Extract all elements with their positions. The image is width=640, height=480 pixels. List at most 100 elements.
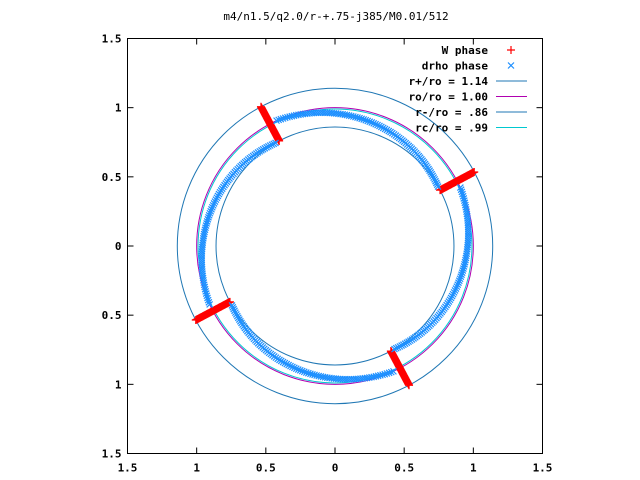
- drho-phase-point: [292, 365, 300, 373]
- drho-phase-point: [457, 186, 465, 194]
- w-phase-point: [191, 316, 200, 325]
- y-tick-label: 1.5: [102, 448, 122, 461]
- axis-ticks: 1.5 1 0.5 0 0.5 1 1.51.510.500.511.5: [102, 33, 553, 475]
- drho-phase-point: [379, 124, 387, 132]
- x-tick-label: 1: [193, 462, 200, 475]
- reference-circle: [197, 108, 473, 384]
- drho-phase-point: [281, 114, 289, 122]
- drho-phase-point: [204, 294, 211, 302]
- drho-phase-point: [207, 207, 215, 215]
- y-tick-label: 0.5: [102, 171, 122, 184]
- drho-phase-point: [368, 119, 376, 126]
- drho-phase-point: [206, 301, 214, 308]
- drho-phase-point: [270, 140, 278, 148]
- drho-phase-point: [272, 139, 279, 147]
- drho-phase-point: [451, 287, 459, 294]
- drho-phase-point: [374, 121, 381, 129]
- reference-circle: [176, 87, 494, 405]
- x-tick-label: 1.5: [118, 462, 138, 475]
- drho-phase-point: [458, 188, 466, 196]
- drho-phase-point: [459, 190, 466, 198]
- x-tick-label: 0.5: [256, 462, 276, 475]
- drho-phase-point: [204, 215, 212, 223]
- drho-phase-point: [453, 283, 461, 291]
- drho-phase-point: [294, 366, 302, 373]
- drho-phase-point: [370, 119, 378, 127]
- drho-phase-point: [300, 368, 308, 376]
- drho-phase-point: [229, 303, 237, 311]
- drho-phase-point: [392, 344, 400, 352]
- chart-title: m4/n1.5/q2.0/r-+.75-j385/M0.01/512: [223, 10, 448, 23]
- legend-label: drho phase: [422, 60, 489, 73]
- y-tick-label: 1: [115, 102, 122, 115]
- x-tick-label: 0: [332, 462, 339, 475]
- w-phase-point: [405, 381, 414, 390]
- drho-phase-point: [383, 370, 391, 377]
- drho-phase-point: [362, 116, 370, 124]
- reference-circle: [215, 126, 455, 366]
- drho-phase-point: [450, 288, 458, 296]
- drho-phase-point: [304, 369, 312, 377]
- drho-phase-point: [212, 196, 220, 204]
- drho-phase-point: [387, 368, 395, 376]
- drho-phase-point: [289, 363, 296, 371]
- y-tick-label: 1.5: [102, 33, 122, 46]
- drho-phase-point: [354, 114, 361, 122]
- drho-phase-point: [209, 201, 217, 209]
- drho-phase-point: [379, 371, 386, 379]
- drho-phase-point: [203, 217, 211, 225]
- legend-marker: [507, 62, 515, 69]
- legend-label: W phase: [442, 44, 489, 57]
- drho-phase-point: [390, 367, 397, 375]
- x-tick-label: 0.5: [394, 462, 414, 475]
- drho-phase-point: [377, 123, 385, 131]
- drho-phase-point: [434, 183, 442, 190]
- drho-phase-point: [372, 120, 380, 128]
- y-tick-label: 0.5: [102, 309, 122, 322]
- drho-phase-point: [205, 211, 213, 219]
- drho-phase-point: [302, 369, 310, 376]
- drho-phase-point: [203, 292, 211, 300]
- drho-phase-point: [277, 115, 285, 123]
- drho-phase-point: [394, 343, 402, 351]
- drho-phase-point: [432, 179, 440, 187]
- drho-phase-point: [284, 113, 291, 121]
- drho-phase-point: [358, 115, 366, 123]
- drho-phase-point: [210, 200, 218, 207]
- drho-phase-point: [204, 296, 212, 304]
- drho-phase-point: [391, 345, 398, 353]
- drho-phase-point: [285, 361, 293, 369]
- legend-label: r-/ro = .86: [415, 106, 488, 119]
- drho-phase-point: [206, 209, 214, 217]
- drho-phase-point: [213, 194, 221, 202]
- drho-phase-point: [296, 366, 304, 374]
- drho-phase-point: [458, 271, 465, 279]
- drho-phase-point: [376, 122, 383, 130]
- drho-phase-point: [203, 220, 211, 227]
- x-tick-label: 1.5: [533, 462, 553, 475]
- drho-phase-point: [306, 370, 314, 378]
- drho-phase-point: [457, 273, 465, 281]
- drho-phase-point: [385, 369, 393, 377]
- drho-phase-point: [202, 290, 210, 297]
- drho-phase-point: [456, 184, 464, 191]
- drho-phase-point: [449, 290, 457, 298]
- legend-label: r+/ro = 1.14: [409, 75, 489, 88]
- drho-phase-point: [211, 198, 219, 205]
- drho-phase-point: [283, 360, 291, 368]
- data-points: [191, 102, 479, 390]
- drho-phase-point: [275, 116, 283, 124]
- drho-phase-point: [287, 362, 294, 370]
- drho-phase-point: [228, 302, 236, 309]
- drho-phase-point: [396, 343, 404, 350]
- w-phase-point: [256, 102, 265, 111]
- drho-phase-point: [455, 279, 462, 287]
- legend-label: ro/ro = 1.00: [409, 91, 488, 104]
- drho-phase-point: [279, 115, 287, 122]
- drho-phase-point: [230, 305, 238, 313]
- drho-phase-point: [455, 277, 463, 285]
- drho-phase-point: [290, 364, 298, 372]
- drho-phase-point: [309, 370, 316, 378]
- drho-phase-point: [268, 141, 276, 149]
